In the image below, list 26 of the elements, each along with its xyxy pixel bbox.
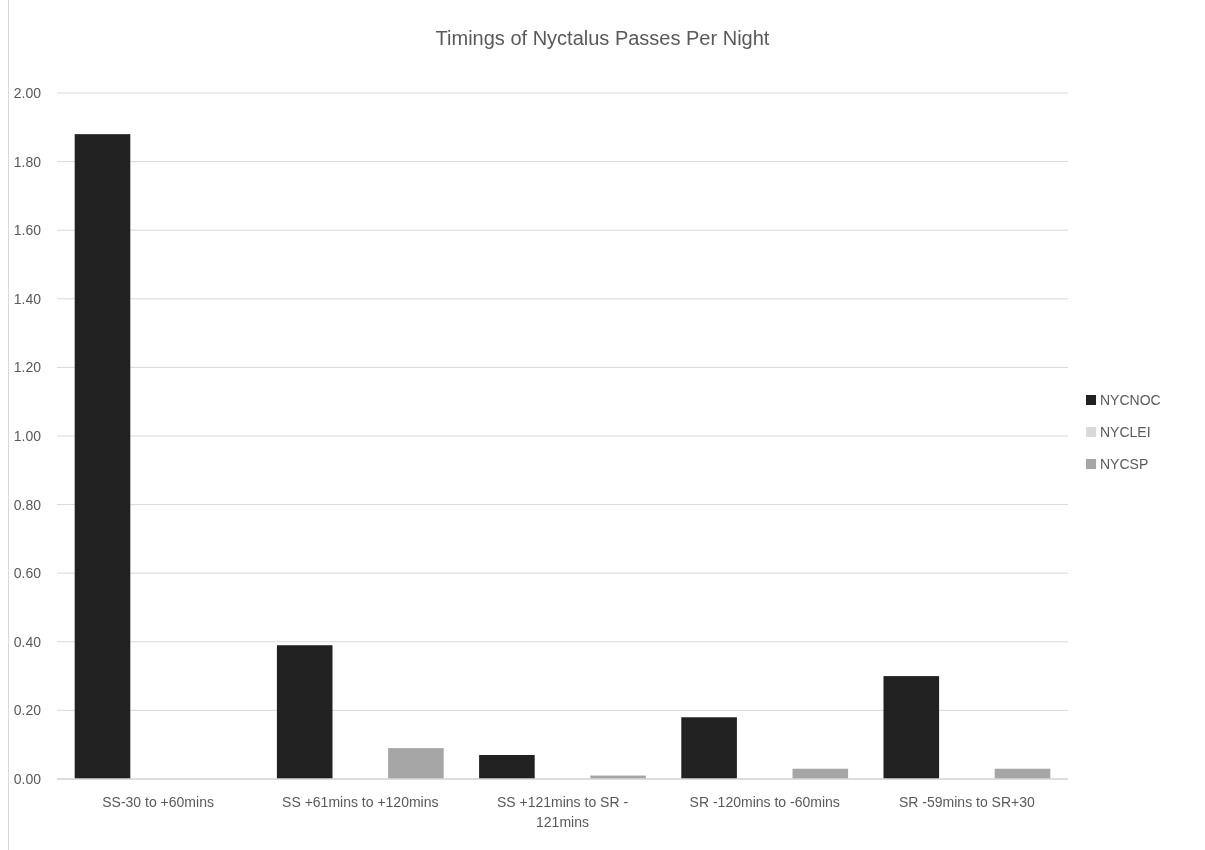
bar	[479, 754, 535, 779]
bar	[74, 134, 131, 779]
bar	[883, 676, 940, 779]
y-tick-label: 0.20	[13, 702, 42, 719]
legend-label: NYCNOC	[1100, 391, 1161, 408]
y-tick-label: 1.60	[13, 222, 42, 239]
y-tick-label: 0.00	[13, 770, 42, 787]
legend-label: NYCSP	[1100, 455, 1149, 472]
y-tick-label: 1.00	[13, 427, 42, 444]
y-tick-label: 0.60	[13, 565, 42, 582]
x-tick-label: SS +121mins to SR - 121mins	[496, 794, 629, 830]
y-tick-label: 0.40	[13, 633, 42, 650]
y-tick-label: 0.80	[13, 496, 42, 513]
y-tick-label: 2.00	[13, 84, 42, 101]
legend-label: NYCLEI	[1100, 423, 1151, 440]
chart-title: Timings of Nyctalus Passes Per Night	[435, 27, 770, 49]
bar	[276, 645, 333, 779]
x-tick-label: SS +61mins to +120mins	[282, 794, 439, 810]
x-tick-label: SR -120mins to -60mins	[689, 794, 840, 810]
y-tick-label: 1.20	[13, 359, 42, 376]
y-tick-label: 1.80	[13, 153, 42, 170]
bar	[681, 717, 737, 779]
bar	[388, 748, 444, 779]
y-tick-label: 1.40	[13, 290, 42, 307]
x-tick-label: SS-30 to +60mins	[102, 794, 214, 810]
x-tick-label: SR -59mins to SR+30	[899, 794, 1035, 810]
